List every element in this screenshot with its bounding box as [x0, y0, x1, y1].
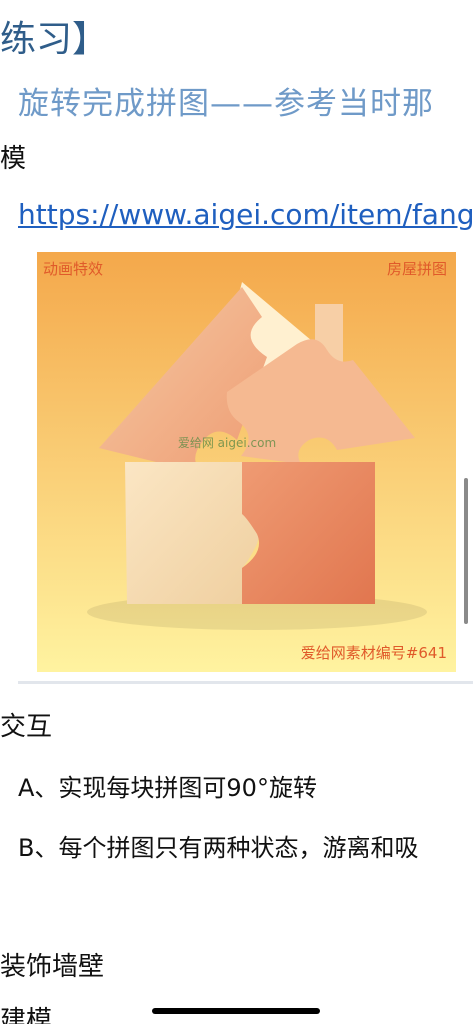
image-label-top-right: 房屋拼图 — [387, 260, 447, 278]
roof-left-piece — [99, 287, 267, 474]
interaction-label: 交互 — [0, 712, 53, 742]
wall-right-piece — [242, 462, 375, 604]
build-label: 建模 — [0, 1006, 53, 1024]
puzzle-house-image: 动画特效 房屋拼图 爱给网 aigei.com 爱给网素材编号#641 — [37, 252, 456, 672]
home-indicator[interactable] — [152, 1008, 320, 1014]
image-label-top-left: 动画特效 — [43, 260, 103, 278]
model-label: 模 — [0, 144, 27, 174]
scrollbar[interactable] — [464, 478, 468, 624]
section-subtitle: 旋转完成拼图——参考当时那 — [18, 86, 434, 122]
roof-right-piece — [226, 339, 415, 464]
wall-left-piece — [125, 462, 260, 604]
interaction-item-b: B、每个拼图只有两种状态，游离和吸 — [18, 834, 419, 862]
wall-label: 装饰墙壁 — [0, 952, 105, 982]
image-label-bottom-right: 爱给网素材编号#641 — [301, 644, 447, 662]
reference-link[interactable]: https://www.aigei.com/item/fang_v — [18, 198, 473, 231]
section-title: 练习】 — [0, 19, 109, 60]
divider — [18, 681, 473, 684]
interaction-item-a: A、实现每块拼图可90°旋转 — [18, 774, 317, 802]
image-watermark: 爱给网 aigei.com — [178, 436, 276, 450]
